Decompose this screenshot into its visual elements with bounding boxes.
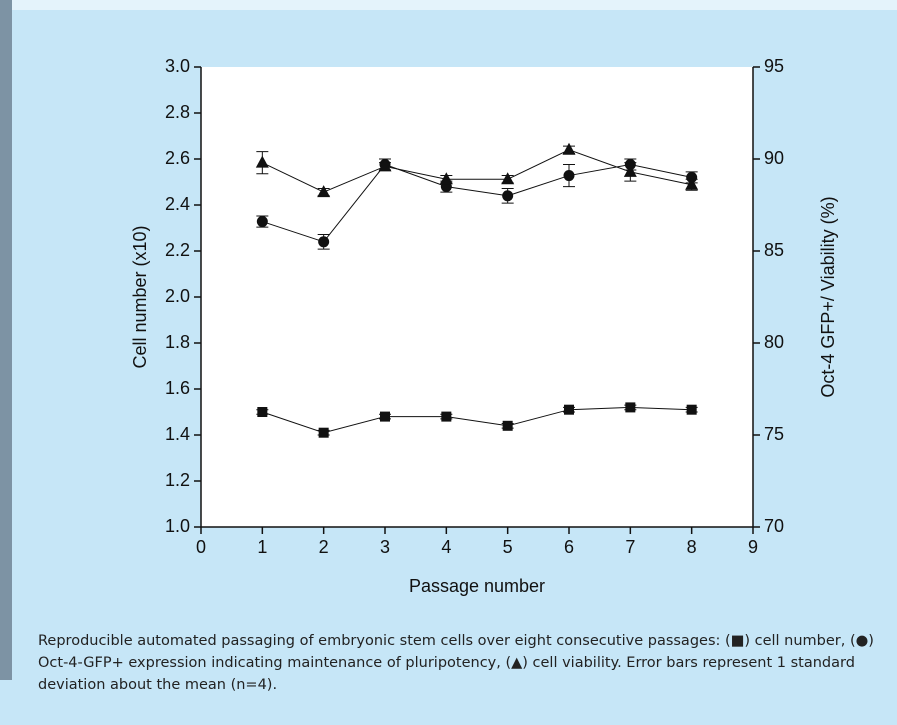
y2-axis-title: Oct-4 GFP+/ Viability (%) xyxy=(818,196,838,397)
caption: Reproducible automated passaging of embr… xyxy=(38,630,888,696)
square-marker xyxy=(380,412,390,422)
square-marker xyxy=(503,421,513,431)
y-axis-title: Cell number (x10) xyxy=(130,225,150,368)
circle-marker xyxy=(502,190,513,201)
square-marker xyxy=(257,407,267,417)
x-tick-label: 9 xyxy=(748,537,758,557)
x-tick-label: 8 xyxy=(687,537,697,557)
x-tick-label: 7 xyxy=(625,537,635,557)
chart: Passage number Cell number (x10) Oct-4 G… xyxy=(0,0,897,725)
y-tick-label: 2.0 xyxy=(165,286,190,306)
circle-marker xyxy=(257,216,268,227)
y2-tick-label: 85 xyxy=(764,240,784,260)
y2-tick-label: 95 xyxy=(764,56,784,76)
square-marker xyxy=(441,412,451,422)
y-tick-label: 1.8 xyxy=(165,332,190,352)
y-tick-label: 2.8 xyxy=(165,102,190,122)
top-band xyxy=(0,0,897,10)
y2-tick-label: 90 xyxy=(764,148,784,168)
x-tick-label: 6 xyxy=(564,537,574,557)
square-marker xyxy=(687,405,697,415)
x-tick-label: 4 xyxy=(441,537,451,557)
y2-tick-label: 75 xyxy=(764,424,784,444)
y-tick-label: 3.0 xyxy=(165,56,190,76)
y-tick-label: 2.4 xyxy=(165,194,190,214)
x-tick-label: 1 xyxy=(257,537,267,557)
circle-marker xyxy=(318,236,329,247)
x-tick-label: 0 xyxy=(196,537,206,557)
y2-tick-label: 70 xyxy=(764,516,784,536)
y-tick-label: 1.2 xyxy=(165,470,190,490)
y-tick-label: 1.4 xyxy=(165,424,190,444)
plot-area xyxy=(201,67,753,527)
square-marker xyxy=(564,405,574,415)
square-marker xyxy=(319,428,329,438)
side-image xyxy=(0,0,12,680)
x-tick-label: 2 xyxy=(319,537,329,557)
square-marker xyxy=(625,402,635,412)
x-axis-title: Passage number xyxy=(409,576,545,596)
circle-marker xyxy=(564,170,575,181)
page: Passage number Cell number (x10) Oct-4 G… xyxy=(0,0,897,725)
y-tick-label: 1.0 xyxy=(165,516,190,536)
y-tick-label: 2.6 xyxy=(165,148,190,168)
y-tick-label: 1.6 xyxy=(165,378,190,398)
x-tick-label: 3 xyxy=(380,537,390,557)
y-tick-label: 2.2 xyxy=(165,240,190,260)
y2-tick-label: 80 xyxy=(764,332,784,352)
x-tick-label: 5 xyxy=(503,537,513,557)
